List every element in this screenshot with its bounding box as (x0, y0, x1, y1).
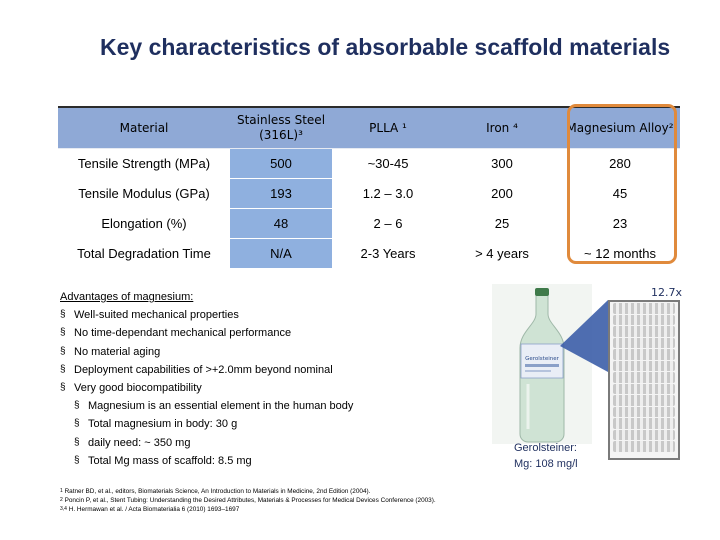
table-row: Tensile Strength (MPa) 500 ~30-45 300 28… (58, 148, 680, 179)
header-iron: Iron ⁴ (444, 108, 560, 149)
cell-plla: 2-3 Years (332, 238, 444, 269)
list-item: No material aging (60, 343, 353, 361)
bottle-caption: Gerolsteiner: Mg: 108 mg/l (514, 440, 578, 472)
ratio-label: 12.7x (650, 286, 682, 299)
advantages-list: Advantages of magnesium: Well-suited mec… (60, 288, 353, 470)
header-magnesium-alloy: Magnesium Alloy² (560, 108, 680, 149)
list-item: No time-dependant mechanical performance (60, 324, 353, 342)
cell-magnesium: 280 (560, 148, 680, 179)
reference-item: 1 Ratner BD, et al., editors, Biomateria… (60, 488, 371, 495)
cell-magnesium: ~ 12 months (560, 238, 680, 269)
row-label: Elongation (%) (58, 208, 230, 239)
cell-iron: 200 (444, 178, 560, 209)
header-plla: PLLA ¹ (332, 108, 444, 149)
water-bottle-image: Gerolsteiner (492, 284, 592, 444)
table-top-rule (58, 106, 680, 109)
cell-iron: > 4 years (444, 238, 560, 269)
scaffold-icon (613, 429, 675, 440)
sub-list-item: Total magnesium in body: 30 g (72, 415, 353, 433)
scaffold-icon (613, 349, 675, 360)
bottle-brand-text: Gerolsteiner (525, 356, 559, 362)
table-row: Tensile Modulus (GPa) 193 1.2 – 3.0 200 … (58, 178, 680, 209)
scaffold-icon (613, 418, 675, 429)
header-material: Material (58, 108, 230, 149)
scaffold-icon (613, 441, 675, 452)
sub-list-item: Magnesium is an essential element in the… (72, 397, 353, 415)
scaffold-callout: 12.7x (586, 286, 682, 466)
row-label: Total Degradation Time (58, 238, 230, 269)
cell-magnesium: 23 (560, 208, 680, 239)
cell-iron: 25 (444, 208, 560, 239)
advantages-heading: Advantages of magnesium: (60, 291, 194, 303)
table-header-row: Material Stainless Steel (316L)³ PLLA ¹ … (58, 108, 680, 149)
cell-steel: 500 (230, 148, 332, 179)
scaffold-icon (613, 406, 675, 417)
table-row: Total Degradation Time N/A 2-3 Years > 4… (58, 238, 680, 269)
cell-steel: 48 (230, 208, 332, 239)
scaffold-icon (613, 372, 675, 383)
sub-list-item: daily need: ~ 350 mg (72, 434, 353, 452)
cell-plla: ~30-45 (332, 148, 444, 179)
bottle-caption-line1: Gerolsteiner: (514, 442, 577, 454)
reference-item: 2 Poncin P, et al., Stent Tubing: Unders… (60, 497, 436, 504)
scaffold-icon (613, 326, 675, 337)
reference-item: 3,4 H. Hermawan et al. / Acta Biomateria… (60, 506, 240, 513)
sub-list-item: Total Mg mass of scaffold: 8.5 mg (72, 452, 353, 470)
cell-plla: 2 – 6 (332, 208, 444, 239)
table-row: Elongation (%) 48 2 – 6 25 23 (58, 208, 680, 239)
cell-steel: 193 (230, 178, 332, 209)
scaffold-icon (613, 395, 675, 406)
cell-magnesium: 45 (560, 178, 680, 209)
cell-iron: 300 (444, 148, 560, 179)
materials-table: Material Stainless Steel (316L)³ PLLA ¹ … (58, 108, 680, 269)
list-item: Very good biocompatibility (60, 379, 353, 397)
row-label: Tensile Strength (MPa) (58, 148, 230, 179)
scaffold-icon (613, 383, 675, 394)
list-item: Deployment capabilities of >+2.0mm beyon… (60, 361, 353, 379)
scaffold-stack-box (608, 300, 680, 460)
references: 1 Ratner BD, et al., editors, Biomateria… (60, 487, 436, 514)
row-label: Tensile Modulus (GPa) (58, 178, 230, 209)
scaffold-icon (613, 314, 675, 325)
bottle-caption-line2: Mg: 108 mg/l (514, 458, 578, 470)
header-stainless-steel: Stainless Steel (316L)³ (230, 108, 332, 149)
scaffold-icon (613, 337, 675, 348)
scaffold-icon (613, 303, 675, 314)
list-item: Well-suited mechanical properties (60, 306, 353, 324)
cell-plla: 1.2 – 3.0 (332, 178, 444, 209)
callout-pointer (560, 300, 608, 372)
scaffold-icon (613, 360, 675, 371)
slide-title: Key characteristics of absorbable scaffo… (100, 34, 671, 60)
cell-steel: N/A (230, 238, 332, 269)
